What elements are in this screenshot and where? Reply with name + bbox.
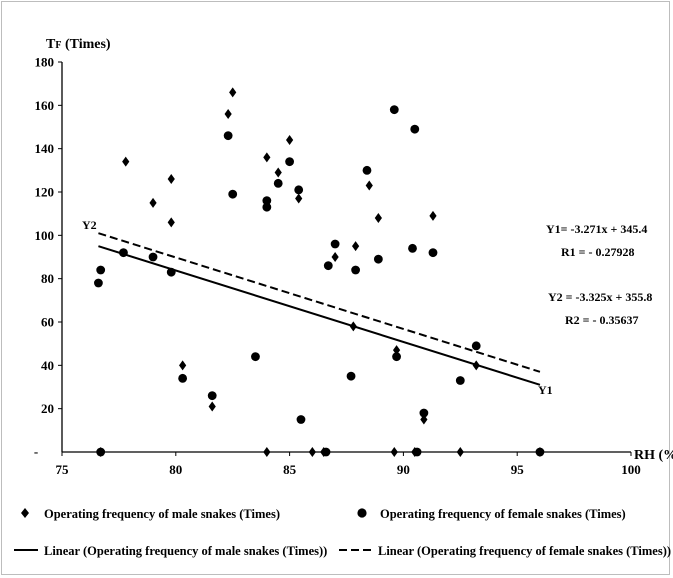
female-data-point bbox=[96, 265, 106, 275]
female-data-point bbox=[408, 243, 417, 253]
x-tick-label: 80 bbox=[169, 462, 182, 477]
trendline-label-y2: Y2 bbox=[82, 218, 97, 232]
female-data-point bbox=[294, 185, 304, 195]
female-data-point bbox=[148, 252, 158, 262]
male-data-point bbox=[392, 345, 401, 356]
male-data-point bbox=[390, 447, 398, 457]
female-data-point bbox=[362, 165, 372, 175]
male-data-point bbox=[456, 447, 464, 457]
female-data-point bbox=[207, 391, 217, 401]
markers bbox=[94, 87, 545, 457]
female-data-point bbox=[389, 105, 399, 115]
female-data-point bbox=[223, 131, 233, 141]
female-data-point bbox=[373, 254, 383, 264]
y-axis-label-rest: (Times) bbox=[61, 37, 110, 52]
female-data-point bbox=[323, 261, 333, 271]
legend-marker-male-diamond bbox=[21, 508, 29, 518]
trendline-female bbox=[98, 232, 541, 373]
legend-label-female: Operating frequency of female snakes (Ti… bbox=[380, 507, 626, 521]
male-data-point bbox=[167, 217, 175, 228]
male-data-point bbox=[224, 109, 232, 119]
male-data-point bbox=[263, 152, 271, 163]
r-value-2: R2 = - 0.35637 bbox=[565, 313, 639, 327]
female-data-point bbox=[419, 408, 429, 418]
x-tick-label: 100 bbox=[621, 462, 641, 477]
y-tick-label: 120 bbox=[35, 185, 55, 200]
female-data-point bbox=[428, 248, 438, 258]
x-tick-label: 90 bbox=[397, 462, 410, 477]
male-data-point bbox=[97, 447, 105, 457]
female-data-point bbox=[273, 178, 283, 188]
male-data-point bbox=[352, 241, 360, 252]
male-data-point bbox=[274, 167, 282, 178]
x-tick-label: 75 bbox=[56, 462, 70, 477]
male-data-point bbox=[374, 213, 382, 223]
male-data-point bbox=[149, 197, 157, 208]
male-data-point bbox=[308, 447, 316, 457]
male-data-point bbox=[208, 401, 216, 412]
male-data-point bbox=[179, 360, 187, 371]
female-data-point bbox=[410, 124, 420, 134]
y-tick-label: 80 bbox=[41, 271, 54, 286]
male-data-point bbox=[365, 180, 373, 191]
female-data-point bbox=[166, 267, 176, 277]
axes: 20 40 60 80 100 120 140 160 180 - 75 80 85 90 95 100 bbox=[34, 55, 641, 478]
y-tick-label: 20 bbox=[41, 401, 54, 416]
y-tick-label: 160 bbox=[35, 98, 55, 113]
y-axis-label-main: T bbox=[46, 37, 56, 52]
y-axis-label: TF (Times) bbox=[46, 37, 111, 52]
x-tick-label: 95 bbox=[511, 462, 525, 477]
male-data-point bbox=[429, 210, 437, 221]
trendlines bbox=[98, 232, 541, 386]
female-data-point bbox=[262, 196, 272, 206]
y-tick-label: 180 bbox=[35, 55, 55, 70]
female-data-point bbox=[262, 202, 272, 212]
female-data-point bbox=[296, 415, 306, 424]
equation-y1: Y1= -3.271x + 345.4 bbox=[546, 222, 647, 236]
male-data-point bbox=[420, 414, 428, 425]
y-tick-label: 100 bbox=[35, 228, 55, 243]
legend-label-male: Operating frequency of male snakes (Time… bbox=[44, 507, 280, 521]
male-data-point bbox=[472, 360, 480, 371]
male-data-point bbox=[295, 193, 303, 204]
female-data-point bbox=[455, 376, 465, 385]
female-data-point bbox=[251, 352, 260, 362]
legend-label-male-linear: Linear (Operating frequency of male snak… bbox=[44, 544, 327, 558]
female-data-point bbox=[471, 341, 481, 351]
y-tick-label: 40 bbox=[41, 358, 54, 373]
trendline-label-y1: Y1 bbox=[538, 383, 553, 397]
x-axis-label: RH (% bbox=[634, 448, 673, 463]
male-data-point bbox=[167, 174, 175, 184]
male-data-point bbox=[263, 447, 271, 457]
male-data-point bbox=[122, 156, 130, 167]
male-data-point bbox=[349, 321, 357, 332]
female-data-point bbox=[330, 239, 340, 249]
male-data-point bbox=[229, 87, 237, 98]
r-value-1: R1 = - 0.27928 bbox=[561, 245, 635, 259]
female-data-point bbox=[94, 278, 103, 288]
female-data-point bbox=[178, 373, 188, 383]
female-data-point bbox=[351, 265, 361, 275]
male-data-point bbox=[286, 135, 294, 145]
legend-marker-female-circle bbox=[357, 508, 367, 518]
legend-label-female-linear: Linear (Operating frequency of female sn… bbox=[378, 544, 671, 558]
female-data-point bbox=[285, 157, 294, 167]
equation-y2: Y2 = -3.325x + 355.8 bbox=[548, 290, 652, 304]
male-data-point bbox=[331, 252, 339, 262]
legend: Operating frequency of male snakes (Time… bbox=[14, 507, 671, 558]
y-axis-label-sub: F bbox=[55, 40, 61, 51]
y-tick-label: 60 bbox=[41, 315, 54, 330]
male-data-point bbox=[320, 447, 328, 457]
y-tick-label: - bbox=[34, 444, 38, 459]
female-data-point bbox=[119, 248, 128, 258]
x-tick-label: 85 bbox=[283, 462, 297, 477]
female-data-point bbox=[228, 189, 238, 199]
female-data-point bbox=[346, 371, 356, 381]
male-data-point bbox=[411, 447, 419, 457]
male-data-point bbox=[536, 447, 544, 457]
y-tick-label: 140 bbox=[35, 141, 55, 156]
female-data-point bbox=[392, 352, 401, 362]
